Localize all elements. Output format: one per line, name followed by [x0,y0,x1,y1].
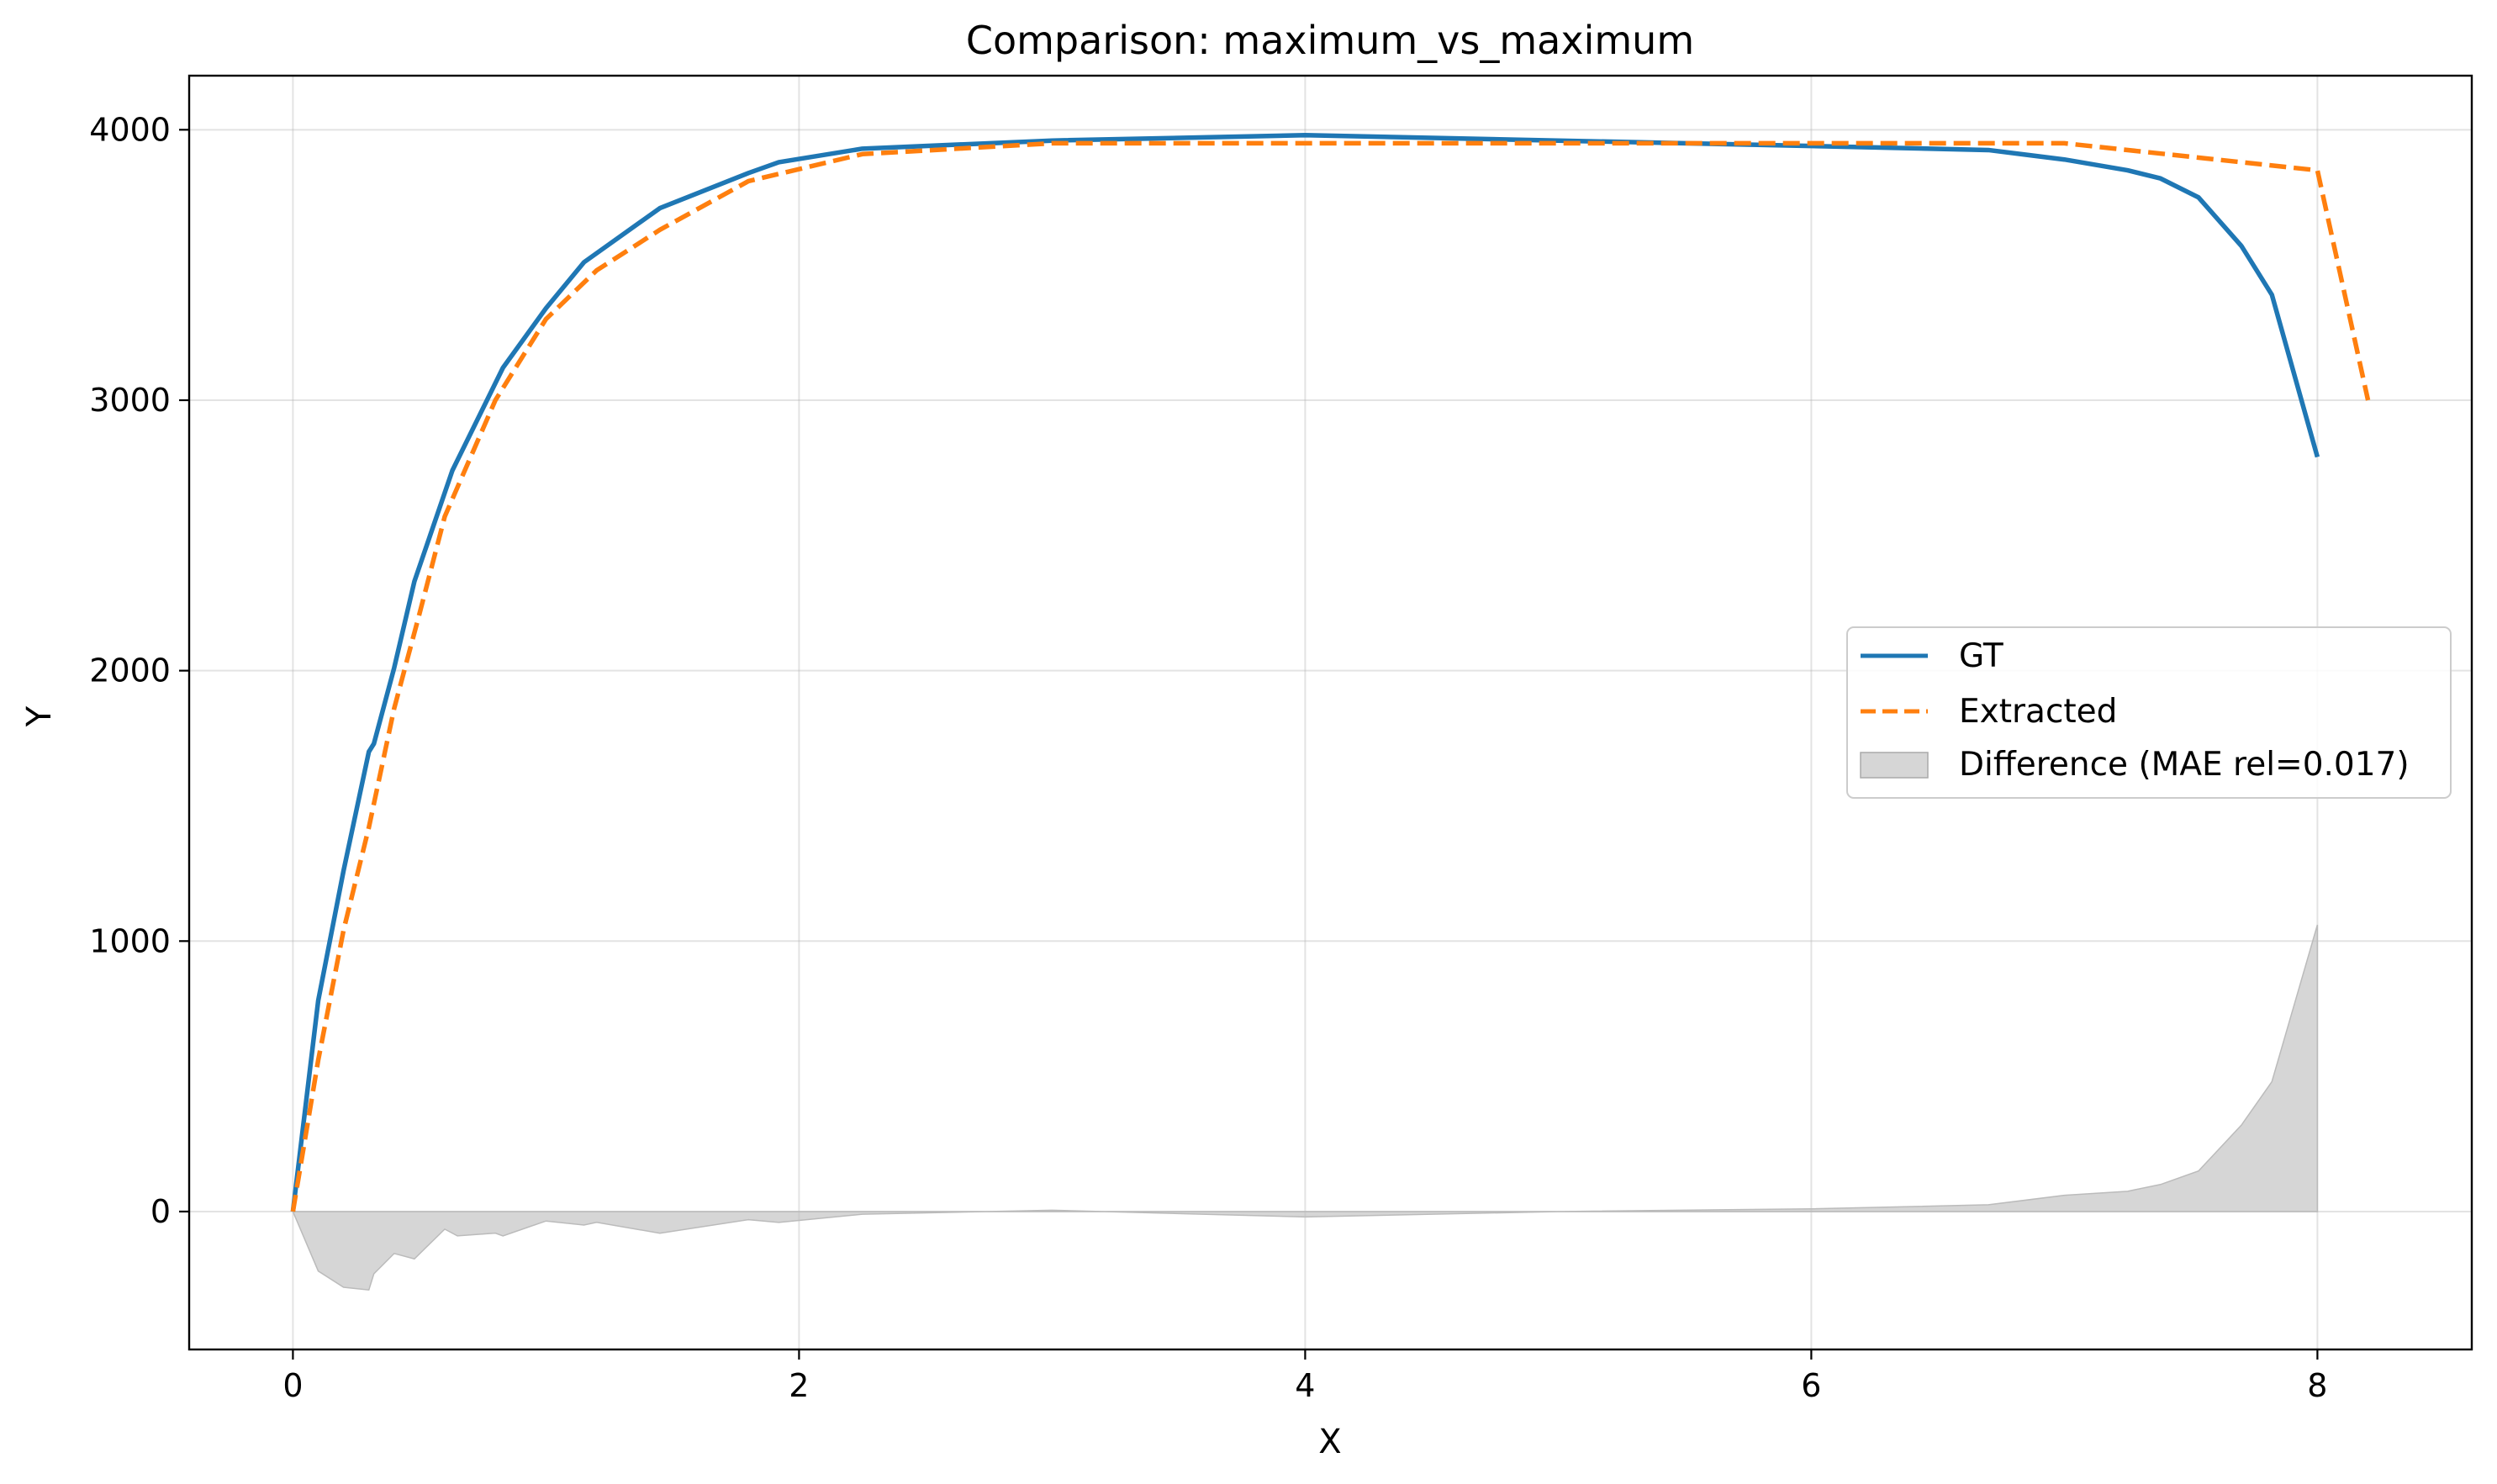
x-tick-label: 6 [1801,1367,1821,1404]
difference-area [292,924,2319,1291]
x-tick-label: 2 [789,1367,809,1404]
x-tick-label: 8 [2307,1367,2327,1404]
y-tick-label: 4000 [89,111,171,148]
legend-label-gt: GT [1959,637,2003,675]
y-axis-title: Y [20,705,59,727]
legend: GT Extracted Difference (MAE rel=0.017) [1846,626,2452,799]
y-tick-label: 3000 [89,382,171,419]
plot-frame [187,74,2473,1351]
legend-label-extracted: Extracted [1959,693,2117,731]
y-tick-label: 1000 [89,922,171,959]
y-tick-label: 0 [150,1193,171,1230]
chart-title: Comparison: maximum_vs_maximum [966,18,1694,63]
series-line-extracted [290,140,2371,1212]
y-tick-label: 2000 [89,652,171,689]
legend-swatch-difference [1860,752,1929,779]
legend-box [1846,626,2452,799]
series-layer [290,133,2371,1212]
series-line-gt [290,133,2320,1212]
ticks: 0 2 4 6 8 0 1000 2000 3000 4000 [89,111,2327,1404]
x-tick-label: 0 [282,1367,303,1404]
x-axis-title: X [1318,1423,1341,1461]
x-tick-label: 4 [1295,1367,1315,1404]
legend-label-difference: Difference (MAE rel=0.017) [1959,746,2410,784]
difference-area-layer [292,924,2319,1291]
